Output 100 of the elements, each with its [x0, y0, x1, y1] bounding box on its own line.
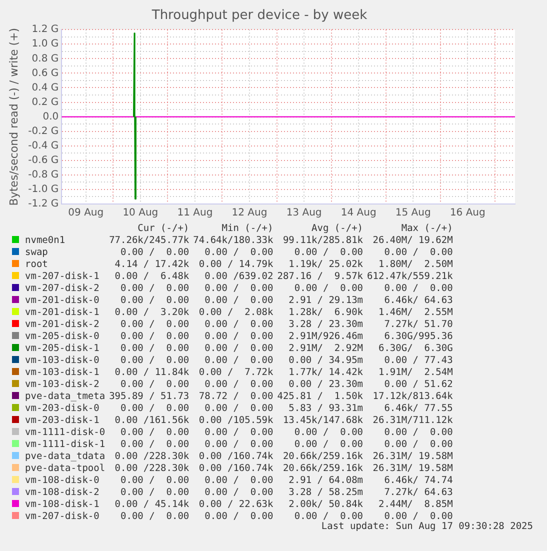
- text: 5.83 / 93.31m: [288, 403, 364, 415]
- text: 0.00 / 0.00: [204, 511, 274, 523]
- text: 0.00 / 0.00: [204, 331, 274, 343]
- text: 0.00 / 0.00: [204, 439, 274, 451]
- text: 0.00 / 0.00: [120, 355, 190, 367]
- text: 3.28 / 58.25m: [288, 487, 364, 499]
- text: 6.46k/ 64.63: [383, 295, 454, 307]
- text: 1.19k/ 25.02k: [288, 259, 364, 271]
- text: 0.00 / 0.00: [120, 487, 190, 499]
- text: 0.00 / 0.00: [120, 403, 190, 415]
- legend-label: vm-1111-disk-1: [24, 439, 106, 451]
- text: 0.00 / 0.00: [120, 331, 190, 343]
- text: 3.28 / 23.30m: [288, 319, 364, 331]
- text: 77.26k/245.77k: [109, 235, 190, 247]
- text: 0.00 / 0.00: [204, 343, 274, 355]
- legend-label: vm-201-disk-1: [24, 307, 100, 319]
- y-tick-label: 0.4 G: [32, 82, 59, 94]
- legend-label: vm-205-disk-0: [24, 331, 100, 343]
- text: 0.00 / 77.43: [383, 355, 454, 367]
- legend-label: vm-103-disk-2: [24, 379, 100, 391]
- text: 7.27k/ 51.70: [383, 319, 454, 331]
- text: 13.45k/147.68k: [282, 415, 364, 427]
- text: 2.91M/ 2.92M: [288, 343, 364, 355]
- text: 2.91 / 29.13m: [288, 295, 364, 307]
- text: 0.00 / 0.00: [204, 247, 274, 259]
- text: 20.66k/259.16k: [282, 451, 364, 463]
- x-tick-label: 14 Aug: [340, 208, 376, 219]
- y-tick-label: 0.6 G: [32, 68, 59, 79]
- text: 0.00 / 0.00: [383, 439, 454, 451]
- text: 26.40M/ 19.62M: [372, 235, 454, 247]
- text: 0.00 / 0.00: [293, 247, 364, 259]
- text: 0.00 /160.74k: [198, 451, 274, 463]
- text: 0.00 / 0.00: [204, 487, 274, 499]
- y-tick-label: 0.0: [42, 111, 59, 122]
- text: 0.00 / 0.00: [384, 511, 454, 522]
- text: 0.00 / 3.20k: [114, 307, 190, 319]
- text: 0.00 / 0.00: [120, 343, 190, 355]
- text: 0.00 /105.59k: [198, 415, 274, 427]
- text: Cur (-/+): [136, 223, 190, 235]
- text: 0.00 / 0.00: [293, 439, 364, 451]
- y-tick-label: 1.0 G: [32, 38, 59, 50]
- text: 6.30G/ 6.30G: [377, 343, 454, 355]
- text: 99.11k/285.81k: [282, 235, 364, 247]
- text: 0.00 /160.74k: [198, 463, 274, 475]
- legend-label: vm-1111-disk-0: [24, 427, 106, 439]
- text: 1.28k/ 6.90k: [288, 307, 364, 319]
- text: 1.77k/ 14.42k: [288, 367, 364, 379]
- text: 0.00 /161.56k: [114, 415, 190, 427]
- text: 1.80M/ 2.50M: [377, 259, 454, 271]
- text: 26.31M/ 19.58M: [372, 463, 454, 475]
- text: 0.00 / 0.00: [293, 427, 364, 439]
- text: 0.00 / 34.95m: [288, 355, 364, 367]
- legend-label: vm-103-disk-1: [24, 367, 100, 379]
- x-tick-label: 10 Aug: [122, 208, 158, 219]
- text: 0.00 / 14.79k: [198, 259, 274, 271]
- text: 0.00 / 0.00: [120, 439, 190, 451]
- text: 17.12k/813.64k: [372, 391, 454, 403]
- legend-label: pve-data_tdata: [24, 451, 106, 463]
- text: 2.91 / 64.08m: [288, 475, 364, 487]
- text: 0.00 / 0.00: [204, 319, 274, 331]
- x-tick-label: 12 Aug: [232, 208, 268, 219]
- x-tick-label: 13 Aug: [286, 208, 322, 219]
- legend-label: nvme0n1: [24, 235, 66, 247]
- text: 2.00k/ 50.84k: [288, 499, 364, 511]
- text: 7.27k/ 64.63: [383, 487, 454, 499]
- text: 425.81 / 1.50k: [277, 391, 364, 403]
- y-tick-label: -0.8 G: [28, 170, 59, 181]
- legend-label: vm-203-disk-1: [24, 415, 100, 427]
- y-tick-label: -1.0 G: [28, 184, 59, 196]
- text: 0.00 / 11.84k: [114, 367, 190, 379]
- text: 78.72 / 0.00: [198, 391, 274, 403]
- text: 0.00 / 0.00: [120, 475, 190, 487]
- text: 26.31M/711.12k: [372, 415, 454, 427]
- text: 0.00 / 0.00: [204, 283, 274, 295]
- text: Min (-/+): [220, 223, 274, 235]
- text: 0.00 / 0.00: [383, 427, 454, 439]
- text: 0.00 / 2.08k: [198, 307, 274, 319]
- text: 0.00 / 7.72k: [198, 367, 274, 379]
- text: 6.30G/995.36: [383, 331, 454, 343]
- text: 0.00 / 6.48k: [114, 271, 190, 283]
- text: 6.46k/ 77.55: [383, 403, 454, 415]
- y-tick-label: 0.2 G: [32, 96, 59, 108]
- legend-label: vm-108-disk-2: [24, 487, 100, 499]
- text: 0.00 / 0.00: [120, 379, 190, 391]
- text: 0.00 / 0.00: [383, 283, 454, 295]
- text: 0.00 / 0.00: [120, 283, 190, 295]
- text: 1.91M/ 2.54M: [377, 367, 454, 379]
- legend-label: pve-data_tmeta: [24, 391, 106, 403]
- text: 395.89 / 51.73: [109, 391, 190, 403]
- text: 0.00 /228.30k: [114, 451, 190, 463]
- text: Last update: Sun Aug 17 09:30:28 2025: [321, 521, 533, 532]
- text: 0.00 / 0.00: [293, 511, 364, 522]
- text: 0.00 / 0.00: [120, 295, 190, 307]
- text: 287.16 / 9.57k: [277, 271, 364, 283]
- text: 4.14 / 17.42k: [114, 259, 190, 271]
- text: 0.00 / 45.14k: [114, 499, 190, 511]
- text: 2.91M/926.46m: [288, 331, 364, 343]
- y-tick-label: -0.4 G: [28, 140, 59, 152]
- text: 0.00 / 0.00: [204, 475, 274, 487]
- text: 0.00 /228.30k: [114, 463, 190, 475]
